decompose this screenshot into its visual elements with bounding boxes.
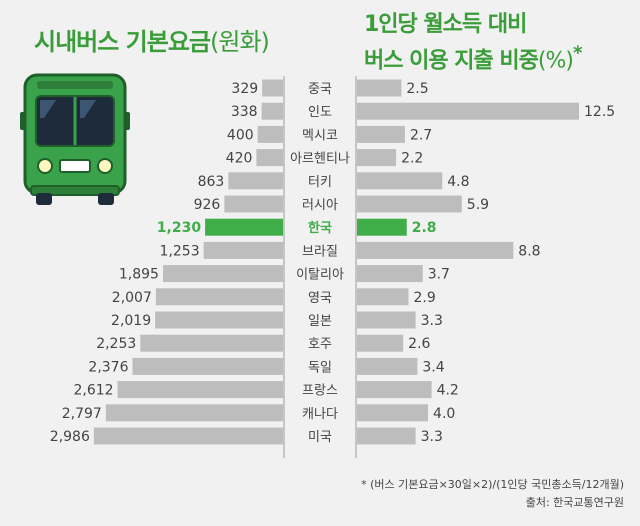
country-label: 브라질: [302, 244, 338, 259]
income-share-bar: [357, 102, 579, 120]
country-label: 미국: [308, 430, 332, 445]
country-label: 프랑스: [302, 384, 338, 399]
footnote: * (버스 기본요금×30일×2)/(1인당 국민총소득/12개월) 출처: 한…: [361, 476, 624, 512]
income-share-value-label: 4.2: [437, 383, 459, 399]
country-label: 인도: [308, 105, 332, 120]
income-share-bar: [357, 357, 418, 375]
fare-value-label: 420: [226, 151, 253, 167]
country-label: 영국: [308, 291, 332, 306]
fare-value-label: 2,376: [88, 359, 128, 375]
fare-bar: [256, 149, 283, 167]
country-label: 터키: [308, 175, 332, 190]
country-label: 러시아: [302, 198, 338, 213]
income-share-value-label: 2.7: [410, 127, 432, 143]
country-label: 이탈리아: [296, 268, 344, 283]
country-label: 멕시코: [302, 128, 338, 143]
income-share-value-label: 3.4: [422, 359, 444, 375]
income-share-value-label: 12.5: [584, 104, 615, 120]
green-bus-icon: [20, 73, 130, 205]
income-share-value-label: 8.8: [518, 243, 540, 259]
fare-bar: [93, 427, 284, 445]
income-share-value-label: 3.3: [421, 313, 443, 329]
fare-value-label: 2,797: [62, 406, 102, 422]
income-share-value-label: 3.7: [428, 267, 450, 283]
footnote-source: 출처: 한국교통연구원: [525, 496, 624, 509]
fare-value-label: 926: [194, 197, 221, 213]
fare-bar: [224, 195, 283, 213]
income-share-value-label: 2.2: [401, 151, 423, 167]
income-share-bar: [357, 334, 404, 352]
income-share-bar: [357, 172, 443, 190]
income-share-bar: [357, 125, 405, 143]
income-share-value-label: 5.9: [467, 197, 489, 213]
footnote-formula: * (버스 기본요금×30일×2)/(1인당 국민총소득/12개월): [361, 478, 624, 491]
income-share-value-label: 2.6: [408, 336, 430, 352]
income-share-bar: [357, 381, 432, 399]
fare-bar: [262, 79, 283, 97]
income-share-bar-chart: 2.5 12.5 2.7 2.2 4.8 5.9 2.8 8.8 3.7 2.9 3.3 2.6 3.4…: [357, 79, 615, 445]
fare-bar: [162, 265, 283, 283]
right-title-line1: 1인당 월소득 대비: [364, 12, 527, 37]
fare-value-label: 2,253: [96, 336, 136, 352]
income-share-bar: [357, 195, 462, 213]
income-share-bar: [357, 241, 514, 259]
fare-value-label: 863: [198, 174, 225, 190]
income-share-bar: [357, 218, 407, 236]
fare-bar: [228, 172, 283, 190]
fare-value-label: 2,007: [112, 290, 152, 306]
left-chart-title: 시내버스 기본요금(원화): [34, 28, 270, 56]
fare-value-label: 2,612: [73, 383, 113, 399]
fare-bar: [140, 334, 283, 352]
country-label: 호주: [308, 337, 332, 352]
income-share-bar: [357, 404, 429, 422]
fare-bar: [155, 311, 283, 329]
left-chart-unit: (원화): [210, 28, 270, 56]
income-share-bar: [357, 427, 416, 445]
income-share-value-label: 2.5: [406, 81, 428, 97]
fare-bar: [205, 218, 283, 236]
country-label: 캐나다: [302, 407, 338, 422]
right-chart-title: 1인당 월소득 대비 버스 이용 지출 비중(%)*: [364, 10, 583, 75]
income-share-bar: [357, 265, 423, 283]
income-share-value-label: 2.8: [412, 220, 437, 236]
fare-bar: [117, 381, 283, 399]
fare-bar: [155, 288, 283, 306]
right-title-line2: 버스 이용 지출 비중(%)*: [364, 43, 583, 74]
fare-bar: [203, 241, 283, 259]
fare-value-label: 1,253: [160, 243, 200, 259]
country-label: 독일: [308, 360, 332, 375]
income-share-bar: [357, 288, 409, 306]
country-label: 중국: [308, 82, 332, 97]
income-share-value-label: 2.9: [414, 290, 436, 306]
fare-value-label: 329: [231, 81, 258, 97]
fare-bar: [261, 102, 283, 120]
country-labels: 중국인도멕시코아르헨티나터키러시아한국브라질이탈리아영국일본호주독일프랑스캐나다…: [290, 82, 350, 445]
fare-value-label: 400: [227, 127, 254, 143]
fare-bar: [105, 404, 284, 422]
right-chart-unit: (%): [537, 48, 574, 74]
country-label: 한국: [308, 220, 332, 236]
income-share-value-label: 4.0: [433, 406, 455, 422]
fare-value-label: 338: [231, 104, 258, 120]
country-label: 일본: [308, 314, 332, 329]
fare-value-label: 1,895: [119, 267, 159, 283]
fare-bar: [132, 357, 283, 375]
country-label: 아르헨티나: [290, 152, 350, 167]
income-share-value-label: 3.3: [421, 429, 443, 445]
income-share-bar: [357, 311, 416, 329]
footnote-marker: *: [572, 43, 583, 64]
fare-bar: [257, 125, 283, 143]
income-share-bar: [357, 149, 397, 167]
income-share-value-label: 4.8: [447, 174, 469, 190]
fare-value-label: 2,986: [50, 429, 90, 445]
fare-value-label: 1,230: [157, 220, 202, 236]
fare-value-label: 2,019: [111, 313, 151, 329]
income-share-bar: [357, 79, 402, 97]
